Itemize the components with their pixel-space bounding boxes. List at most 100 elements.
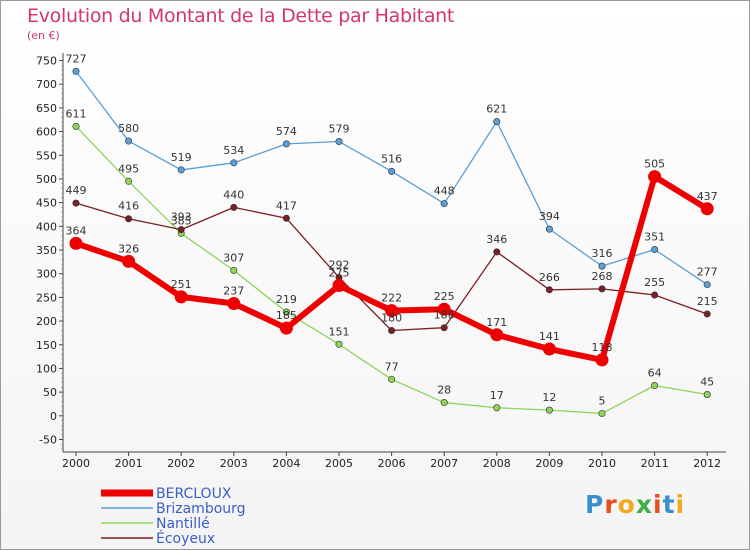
chart-title: Evolution du Montant de la Dette par Hab…	[27, 5, 455, 27]
data-point	[230, 159, 238, 167]
y-tick-label: -50	[39, 434, 57, 447]
data-label: 394	[539, 210, 560, 223]
data-label: 266	[539, 271, 560, 284]
y-tick-label: 100	[36, 362, 57, 375]
data-point	[279, 321, 293, 335]
x-tick-label: 2011	[641, 457, 669, 470]
y-tick-label: 300	[36, 268, 57, 281]
data-label: 277	[697, 266, 718, 279]
x-tick-label: 2002	[167, 457, 195, 470]
data-label: 417	[276, 199, 297, 212]
x-tick-label: 2007	[430, 457, 458, 470]
proxiti-logo: Proxiti	[585, 490, 685, 519]
y-tick-label: 0	[50, 410, 57, 423]
data-label: 186	[434, 309, 455, 322]
data-point	[440, 200, 448, 208]
data-label: 611	[66, 107, 87, 120]
data-point	[174, 290, 188, 304]
legend-label: Écoyeux	[156, 530, 215, 547]
data-point	[440, 324, 448, 332]
data-point	[335, 138, 343, 146]
data-label: 17	[490, 389, 504, 402]
logo-letter: i	[675, 490, 686, 519]
data-label: 237	[223, 285, 244, 298]
legend-label: Nantillé	[156, 516, 210, 532]
logo-letter: t	[662, 490, 676, 519]
data-label: 64	[648, 366, 662, 379]
data-label: 225	[434, 290, 455, 303]
data-point	[227, 297, 241, 311]
data-point	[230, 203, 238, 211]
y-tick-label: 650	[36, 102, 57, 115]
data-point	[651, 291, 659, 299]
data-label: 28	[437, 384, 451, 397]
data-label: 579	[329, 123, 350, 136]
data-label: 351	[644, 231, 665, 244]
data-point	[598, 409, 606, 417]
data-label: 495	[118, 162, 139, 175]
data-point	[598, 262, 606, 270]
y-tick-label: 150	[36, 339, 57, 352]
data-label: 727	[66, 52, 87, 65]
logo-letter: i	[653, 490, 663, 519]
logo-letter: x	[635, 490, 653, 519]
data-point	[230, 266, 238, 274]
data-point	[388, 375, 396, 383]
logo-letter: r	[604, 490, 618, 519]
data-point	[651, 246, 659, 254]
y-tick-label: 400	[36, 220, 57, 233]
data-point	[72, 67, 80, 75]
data-label: 45	[700, 375, 714, 388]
data-point	[125, 177, 133, 185]
data-point	[125, 137, 133, 145]
data-label: 185	[276, 309, 297, 322]
data-label: 316	[592, 247, 613, 260]
data-point	[493, 404, 501, 412]
data-point	[595, 353, 609, 367]
data-label: 393	[171, 211, 192, 224]
y-tick-label: 350	[36, 244, 57, 257]
data-label: 440	[223, 188, 244, 201]
data-point	[542, 342, 556, 356]
data-label: 416	[118, 200, 139, 213]
data-point	[703, 310, 711, 318]
data-label: 268	[592, 270, 613, 283]
data-label: 385	[171, 214, 192, 227]
x-tick-label: 2010	[588, 457, 616, 470]
data-label: 448	[434, 185, 455, 198]
data-label: 141	[539, 330, 560, 343]
data-label: 251	[171, 278, 192, 291]
data-label: 222	[381, 292, 402, 305]
y-tick-label: 750	[36, 55, 57, 68]
data-point	[545, 406, 553, 414]
x-tick-label: 2008	[483, 457, 511, 470]
data-label: 307	[223, 251, 244, 264]
data-label: 516	[381, 152, 402, 165]
data-label: 621	[486, 103, 507, 116]
data-label: 171	[486, 316, 507, 329]
data-label: 326	[118, 242, 139, 255]
data-label: 180	[381, 312, 402, 325]
x-tick-label: 2012	[693, 457, 721, 470]
data-point	[437, 302, 451, 316]
y-tick-label: 450	[36, 197, 57, 210]
x-tick-label: 2006	[378, 457, 406, 470]
data-label: 580	[118, 122, 139, 135]
data-label: 77	[385, 360, 399, 373]
data-label: 5	[599, 394, 606, 407]
data-label: 534	[223, 144, 244, 157]
y-tick-label: 500	[36, 173, 57, 186]
data-point	[69, 236, 83, 250]
data-point	[700, 202, 714, 216]
logo-letter: o	[617, 490, 636, 519]
data-point	[122, 254, 136, 268]
data-point	[332, 279, 346, 293]
data-point	[493, 248, 501, 256]
x-tick-label: 2009	[535, 457, 563, 470]
data-label: 449	[66, 184, 87, 197]
chart-subtitle: (en €)	[27, 29, 60, 42]
data-point	[493, 118, 501, 126]
y-tick-label: 200	[36, 315, 57, 328]
